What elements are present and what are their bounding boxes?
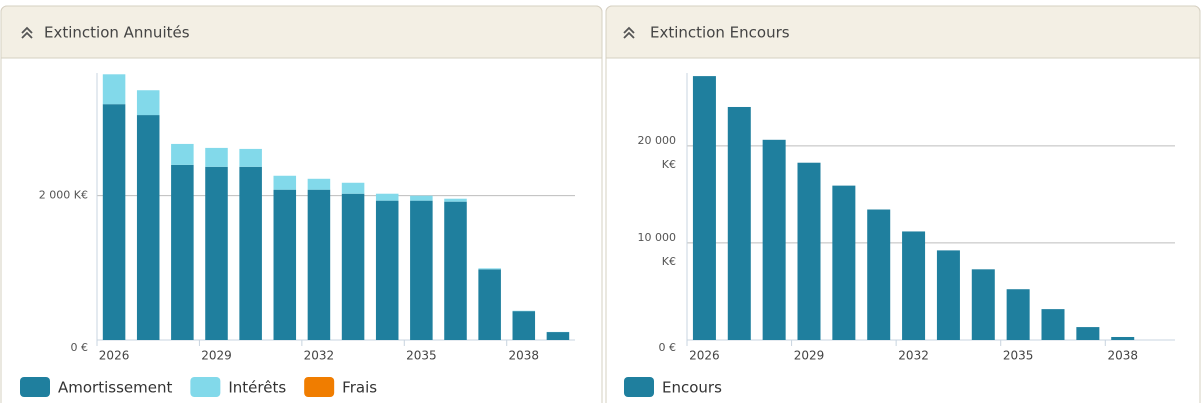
legend-swatch (624, 377, 654, 397)
bar-segment (171, 144, 194, 165)
legend-label: Amortissement (58, 379, 172, 397)
x-tick-label: 2029 (201, 349, 232, 363)
bar-segment (308, 190, 331, 340)
x-tick-label: 2032 (304, 349, 335, 363)
bar-segment (308, 179, 331, 190)
x-tick-label: 2032 (898, 349, 929, 363)
legend-label: Frais (342, 379, 377, 397)
panel-title: Extinction Encours (650, 24, 790, 42)
bar-segment (547, 332, 570, 340)
legend-swatch (190, 377, 220, 397)
bar-segment (478, 269, 501, 340)
bar-segment (972, 269, 995, 340)
y-tick-label: 2 000 K€ (39, 189, 88, 202)
y-tick-label: 0 € (659, 341, 677, 354)
x-tick-label: 2026 (689, 349, 720, 363)
bar-segment (693, 76, 716, 340)
bar-segment (937, 250, 960, 340)
bar-segment (274, 190, 297, 340)
x-tick-label: 2026 (99, 349, 130, 363)
bar-segment (205, 167, 228, 340)
bar-segment (342, 183, 365, 194)
bar-segment (171, 165, 194, 340)
bar-segment (376, 201, 399, 340)
bar-segment (137, 115, 160, 340)
x-tick-label: 2035 (1003, 349, 1034, 363)
bar-segment (1076, 327, 1099, 340)
bar-segment (763, 140, 786, 340)
x-tick-label: 2029 (794, 349, 825, 363)
bar-segment (832, 186, 855, 340)
legend-label: Intérêts (228, 379, 286, 397)
bar-segment (1041, 309, 1064, 340)
bar-segment (103, 104, 126, 340)
bar-segment (444, 202, 467, 340)
bar-segment (728, 107, 751, 340)
bar-segment (239, 167, 262, 340)
bar-segment (513, 311, 536, 340)
x-tick-label: 2038 (509, 349, 540, 363)
x-tick-label: 2038 (1107, 349, 1138, 363)
bar-segment (410, 201, 433, 340)
x-tick-label: 2035 (406, 349, 437, 363)
bar-segment (137, 90, 160, 115)
legend-swatch (20, 377, 50, 397)
bar-segment (274, 176, 297, 190)
legend-label: Encours (662, 379, 722, 397)
bar-segment (239, 149, 262, 167)
bar-segment (205, 148, 228, 167)
bar-segment (376, 194, 399, 201)
bar-segment (410, 196, 433, 201)
bar-segment (103, 74, 126, 104)
bar-segment (478, 268, 501, 269)
bar-segment (444, 199, 467, 202)
bar-segment (1111, 337, 1134, 340)
legend-swatch (304, 377, 334, 397)
bar-segment (797, 163, 820, 340)
bar-segment (1007, 289, 1030, 340)
bar-segment (867, 210, 890, 340)
bar-segment (902, 231, 925, 340)
y-tick-label: 0 € (71, 341, 89, 354)
panel-title: Extinction Annuités (44, 24, 190, 42)
bar-segment (342, 194, 365, 340)
